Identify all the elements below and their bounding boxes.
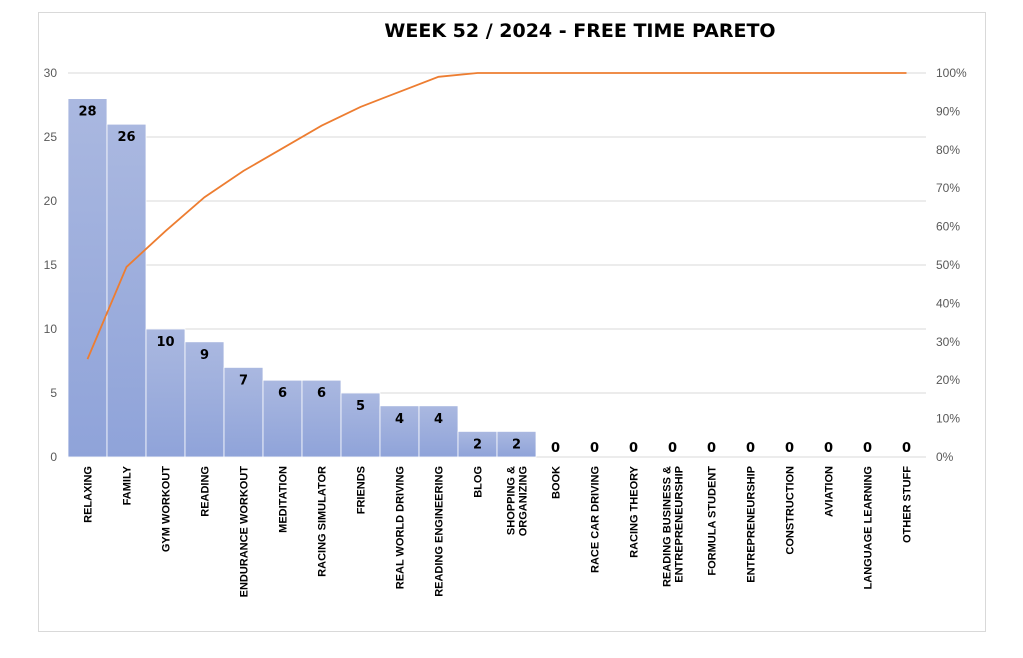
y-tick-label: 0 xyxy=(50,450,57,464)
x-tick-label: MEDITATION xyxy=(278,466,290,533)
data-label: 0 xyxy=(746,441,755,456)
x-tick-label: ENTREPRENEURSHIP xyxy=(674,466,686,583)
chart-frame xyxy=(38,12,986,632)
y2-tick-label: 0% xyxy=(936,450,954,464)
y2-tick-label: 60% xyxy=(936,220,960,234)
data-label: 6 xyxy=(317,386,326,401)
data-label: 0 xyxy=(707,441,716,456)
data-label: 0 xyxy=(785,441,794,456)
cumulative-line xyxy=(86,72,907,360)
x-tick-label: BOOK xyxy=(551,466,563,499)
y2-tick-label: 40% xyxy=(936,296,960,310)
data-label: 0 xyxy=(902,441,911,456)
bar xyxy=(301,379,342,458)
data-label: 0 xyxy=(551,441,560,456)
data-label: 0 xyxy=(863,441,872,456)
y2-tick-label: 70% xyxy=(936,181,960,195)
data-label: 4 xyxy=(395,412,404,427)
y2-tick-label: 20% xyxy=(936,373,960,387)
x-tick-label: READING xyxy=(200,466,212,517)
x-tick-label: GYM WORKOUT xyxy=(161,466,173,552)
data-label: 0 xyxy=(629,441,638,456)
x-tick-label: SHOPPING & xyxy=(506,466,518,535)
y-tick-label: 15 xyxy=(44,258,58,272)
data-label: 6 xyxy=(278,386,287,401)
bar xyxy=(145,328,186,458)
y2-tick-label: 90% xyxy=(936,104,960,118)
data-label: 26 xyxy=(117,130,135,145)
x-tick-label: READING BUSINESS & xyxy=(662,466,674,587)
x-tick-label: RELAXING xyxy=(83,466,95,523)
bar xyxy=(67,98,108,458)
data-label: 9 xyxy=(200,348,209,363)
bar xyxy=(184,341,225,458)
y-tick-label: 25 xyxy=(44,130,58,144)
bar xyxy=(457,430,498,458)
y-tick-label: 30 xyxy=(44,66,58,80)
data-label: 0 xyxy=(824,441,833,456)
bar xyxy=(379,405,420,458)
bar xyxy=(223,366,264,458)
x-tick-label: OTHER STUFF xyxy=(902,466,914,543)
x-tick-label: ENTREPRENEURSHIP xyxy=(746,466,758,583)
x-tick-label: ORGANIZING xyxy=(518,466,530,536)
x-tick-label: REAL WORLD DRIVING xyxy=(395,466,407,589)
y2-tick-label: 80% xyxy=(936,143,960,157)
bar xyxy=(262,379,303,458)
x-tick-label: FORMULA STUDENT xyxy=(707,466,719,576)
data-label: 0 xyxy=(668,441,677,456)
y2-tick-label: 30% xyxy=(936,335,960,349)
data-label: 28 xyxy=(78,105,96,120)
x-tick-label: RACING SIMULATOR xyxy=(317,466,329,577)
data-label: 4 xyxy=(434,412,443,427)
x-tick-label: ENDURANCE WORKOUT xyxy=(239,466,251,598)
data-label: 2 xyxy=(512,437,521,452)
data-label: 10 xyxy=(156,335,174,350)
x-tick-label: AVIATION xyxy=(824,466,836,517)
y-tick-label: 10 xyxy=(44,322,58,336)
data-label: 5 xyxy=(356,399,365,414)
x-tick-label: RACING THEORY xyxy=(629,465,641,558)
x-tick-label: BLOG xyxy=(473,466,485,498)
data-label: 2 xyxy=(473,437,482,452)
y-tick-label: 5 xyxy=(50,386,57,400)
y2-tick-label: 50% xyxy=(936,258,960,272)
x-tick-label: RACE CAR DRIVING xyxy=(590,466,602,573)
data-label: 7 xyxy=(239,373,248,388)
y2-tick-label: 100% xyxy=(936,66,967,80)
y2-tick-label: 10% xyxy=(936,412,960,426)
x-tick-label: FAMILY xyxy=(122,465,134,505)
bar xyxy=(106,123,147,458)
x-tick-label: LANGUAGE LEARNING xyxy=(863,466,875,589)
x-tick-label: READING ENGINEERING xyxy=(434,466,446,597)
y-tick-label: 20 xyxy=(44,194,58,208)
bar xyxy=(340,392,381,458)
bar xyxy=(496,430,537,458)
x-tick-label: FRIENDS xyxy=(356,466,368,514)
chart-title: WEEK 52 / 2024 - FREE TIME PARETO xyxy=(384,20,776,42)
data-label: 0 xyxy=(590,441,599,456)
x-tick-label: CONSTRUCTION xyxy=(785,466,797,555)
